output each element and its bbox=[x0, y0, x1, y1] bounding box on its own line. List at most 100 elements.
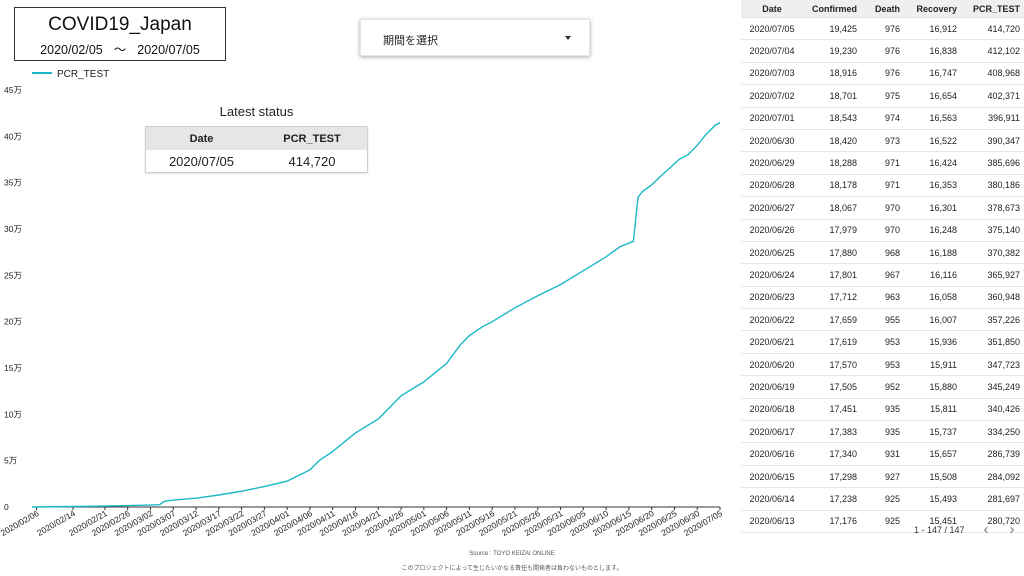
table-row: 2020/07/03 18,916 976 16,747 408,968 bbox=[741, 63, 1024, 86]
cell-recovery: 15,811 bbox=[930, 404, 957, 415]
cell-pcr-test: 378,673 bbox=[987, 202, 1020, 213]
cell-death: 925 bbox=[884, 516, 900, 527]
cell-date: 2020/06/28 bbox=[749, 180, 795, 191]
cell-death: 953 bbox=[884, 359, 900, 370]
column-header-confirmed[interactable]: Confirmed bbox=[812, 3, 857, 14]
latest-status-date: 2020/07/05 bbox=[168, 154, 235, 169]
table-row: 2020/06/24 17,801 967 16,116 365,927 bbox=[741, 264, 1024, 287]
cell-confirmed: 18,420 bbox=[829, 135, 857, 146]
cell-recovery: 16,116 bbox=[930, 269, 957, 280]
cell-date: 2020/06/20 bbox=[749, 359, 795, 370]
table-pagination: 1 - 147 / 147 ‹ › bbox=[900, 522, 1024, 538]
table-row: 2020/07/01 18,543 974 16,563 396,911 bbox=[741, 108, 1024, 130]
cell-pcr-test: 390,347 bbox=[987, 135, 1020, 146]
period-select-label: 期間を選択 bbox=[383, 35, 438, 47]
latest-status-row: 2020/07/05 414,720 bbox=[146, 150, 367, 173]
date-range-end: 2020/07/05 bbox=[137, 43, 200, 57]
cell-confirmed: 17,619 bbox=[829, 337, 857, 348]
cell-pcr-test: 345,249 bbox=[987, 381, 1020, 392]
table-row: 2020/06/22 17,659 955 16,007 357,226 bbox=[741, 309, 1024, 332]
pcr-test-line-chart: PCR_TEST 0 5万 10万 15万 20万 25万 30万 35万 40万 45万 202… bbox=[0, 69, 724, 538]
cell-recovery: 15,737 bbox=[929, 426, 957, 437]
cell-recovery: 15,936 bbox=[929, 337, 957, 348]
cell-pcr-test: 412,102 bbox=[987, 46, 1020, 57]
y-tick-label: 25万 bbox=[4, 270, 22, 280]
cell-pcr-test: 281,697 bbox=[987, 493, 1020, 504]
cell-confirmed: 17,340 bbox=[829, 449, 857, 460]
column-header-recovery[interactable]: Recovery bbox=[916, 3, 957, 14]
cell-pcr-test: 280,720 bbox=[987, 516, 1020, 527]
cell-death: 971 bbox=[884, 158, 900, 169]
table-row: 2020/06/30 18,420 973 16,522 390,347 bbox=[741, 130, 1024, 153]
table-row: 2020/06/16 17,340 931 15,657 286,739 bbox=[741, 443, 1024, 466]
y-tick-label: 45万 bbox=[4, 85, 22, 95]
cell-pcr-test: 286,739 bbox=[987, 449, 1020, 460]
cell-recovery: 16,058 bbox=[929, 292, 957, 303]
source-credit: Source : TOYO KEIZAI ONLINE bbox=[469, 551, 555, 557]
period-select-dropdown[interactable]: 期間を選択 bbox=[360, 19, 590, 56]
cell-recovery: 15,508 bbox=[929, 471, 957, 482]
dashboard-title: COVID19_Japan bbox=[48, 14, 192, 35]
cell-confirmed: 17,712 bbox=[829, 292, 857, 303]
cell-death: 955 bbox=[884, 314, 900, 325]
date-range: 2020/02/05 〜 2020/07/05 bbox=[15, 39, 225, 58]
cell-recovery: 16,522 bbox=[929, 135, 957, 146]
cell-date: 2020/06/30 bbox=[749, 135, 795, 146]
cell-death: 931 bbox=[884, 449, 900, 460]
cell-date: 2020/06/16 bbox=[749, 449, 795, 460]
cell-pcr-test: 370,382 bbox=[987, 247, 1020, 258]
table-row: 2020/06/23 17,712 963 16,058 360,948 bbox=[741, 287, 1024, 310]
cell-pcr-test: 365,927 bbox=[987, 269, 1020, 280]
table-row: 2020/06/26 17,979 970 16,248 375,140 bbox=[741, 220, 1024, 242]
cell-death: 976 bbox=[884, 23, 900, 34]
cell-confirmed: 18,701 bbox=[829, 90, 857, 101]
cell-pcr-test: 351,850 bbox=[987, 337, 1020, 348]
cell-pcr-test: 360,948 bbox=[987, 292, 1020, 303]
cell-recovery: 16,424 bbox=[929, 158, 957, 169]
chevron-left-icon[interactable]: ‹ bbox=[983, 521, 989, 538]
cell-confirmed: 17,451 bbox=[829, 404, 857, 415]
table-row: 2020/06/29 18,288 971 16,424 385,696 bbox=[741, 152, 1024, 175]
disclaimer: このプロジェクトによって生じたいかなる責任も開発者は負わないものとします。 bbox=[401, 566, 623, 572]
cell-confirmed: 18,916 bbox=[829, 68, 857, 79]
cell-recovery: 16,563 bbox=[929, 113, 957, 124]
x-axis: 2020/02/062020/02/142020/02/212020/02/26… bbox=[0, 506, 724, 538]
cell-recovery: 15,493 bbox=[929, 493, 957, 504]
cell-recovery: 15,880 bbox=[929, 381, 957, 392]
cell-death: 973 bbox=[884, 135, 900, 146]
cell-recovery: 15,451 bbox=[929, 516, 957, 527]
table-row: 2020/06/18 17,451 935 15,811 340,426 bbox=[741, 399, 1024, 422]
cell-confirmed: 17,383 bbox=[829, 426, 857, 437]
cell-confirmed: 17,801 bbox=[829, 269, 857, 280]
latest-status-title: Latest status bbox=[219, 104, 294, 119]
cell-death: 927 bbox=[884, 471, 900, 482]
table-row: 2020/06/19 17,505 952 15,880 345,249 bbox=[741, 376, 1024, 399]
cell-confirmed: 17,298 bbox=[829, 471, 857, 482]
cell-recovery: 16,007 bbox=[929, 314, 957, 325]
cell-date: 2020/06/18 bbox=[749, 404, 795, 415]
cell-recovery: 16,912 bbox=[929, 23, 957, 34]
cell-pcr-test: 340,426 bbox=[987, 404, 1020, 415]
y-tick-label: 20万 bbox=[4, 317, 22, 327]
cell-pcr-test: 334,250 bbox=[987, 426, 1020, 437]
y-tick-label: 5万 bbox=[4, 456, 17, 466]
y-tick-label: 10万 bbox=[4, 409, 22, 419]
cell-death: 935 bbox=[884, 404, 900, 415]
column-header-pcr-test[interactable]: PCR_TEST bbox=[972, 3, 1020, 14]
chevron-right-icon[interactable]: › bbox=[1009, 521, 1015, 538]
cell-confirmed: 17,659 bbox=[829, 314, 857, 325]
cell-confirmed: 18,067 bbox=[829, 202, 857, 213]
table-row: 2020/06/15 17,298 927 15,508 284,092 bbox=[741, 466, 1024, 489]
cell-confirmed: 19,425 bbox=[829, 23, 857, 34]
latest-status-date-header: Date bbox=[189, 132, 214, 145]
cell-pcr-test: 408,968 bbox=[987, 68, 1020, 79]
chart-legend-label: PCR_TEST bbox=[57, 69, 109, 80]
cell-date: 2020/07/01 bbox=[749, 113, 795, 124]
column-header-date[interactable]: Date bbox=[762, 3, 782, 14]
cell-date: 2020/06/26 bbox=[749, 225, 795, 236]
latest-status-pcr-header: PCR_TEST bbox=[283, 132, 341, 145]
table-row: 2020/06/27 18,067 970 16,301 378,673 bbox=[741, 197, 1024, 220]
column-header-death[interactable]: Death bbox=[874, 3, 900, 14]
cell-death: 952 bbox=[884, 381, 900, 392]
cell-pcr-test: 380,186 bbox=[987, 180, 1020, 191]
